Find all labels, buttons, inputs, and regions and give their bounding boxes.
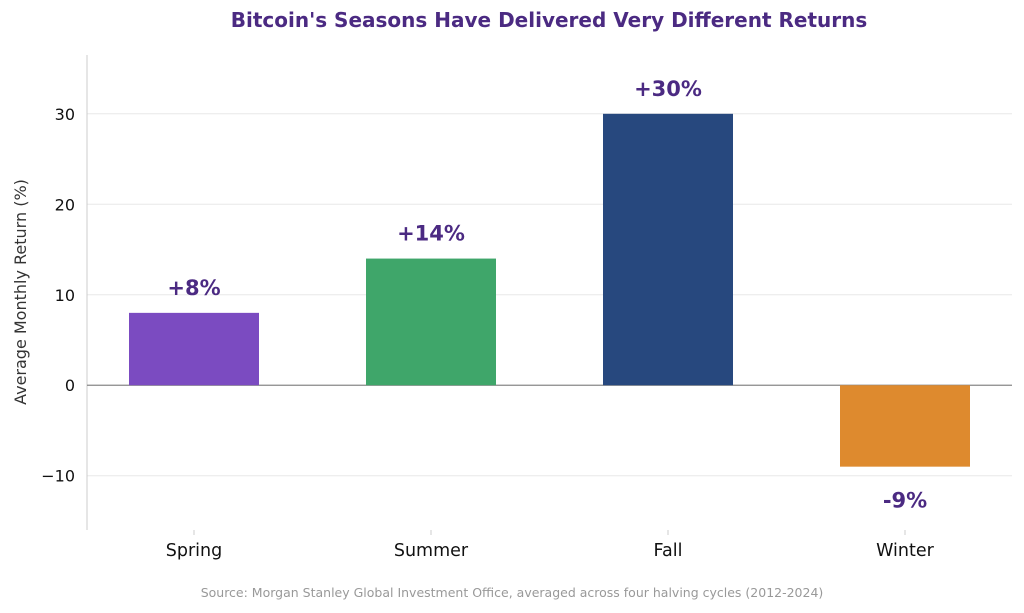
- data-labels: +8% +14% +30% -9%: [167, 77, 927, 513]
- bar-summer: [366, 258, 496, 386]
- y-tick-label: 10: [55, 286, 75, 305]
- y-axis-label: Average Monthly Return (%): [11, 179, 30, 405]
- y-tick-label: 0: [65, 376, 75, 395]
- x-tick-label: Winter: [876, 541, 935, 561]
- y-tick-label: −10: [41, 467, 75, 486]
- bar-fall: [603, 113, 733, 386]
- x-tick-label: Summer: [394, 541, 469, 561]
- x-tick-label: Fall: [654, 541, 683, 561]
- gridlines: [87, 113, 1012, 477]
- data-label-fall: +30%: [634, 77, 702, 101]
- data-label-summer: +14%: [397, 222, 465, 246]
- x-tick-label: Spring: [166, 541, 222, 561]
- chart-title: Bitcoin's Seasons Have Delivered Very Di…: [231, 8, 868, 32]
- y-tick-label: 30: [55, 105, 75, 124]
- bars: [129, 113, 970, 467]
- data-label-winter: -9%: [883, 489, 927, 513]
- y-tick-label: 20: [55, 195, 75, 214]
- bar-spring: [129, 312, 259, 386]
- tick-labels: −10 0 10 20 30 Spring Summer Fall Winter: [41, 105, 934, 561]
- source-note: Source: Morgan Stanley Global Investment…: [201, 585, 824, 600]
- data-label-spring: +8%: [167, 276, 220, 300]
- bar-winter: [840, 385, 970, 467]
